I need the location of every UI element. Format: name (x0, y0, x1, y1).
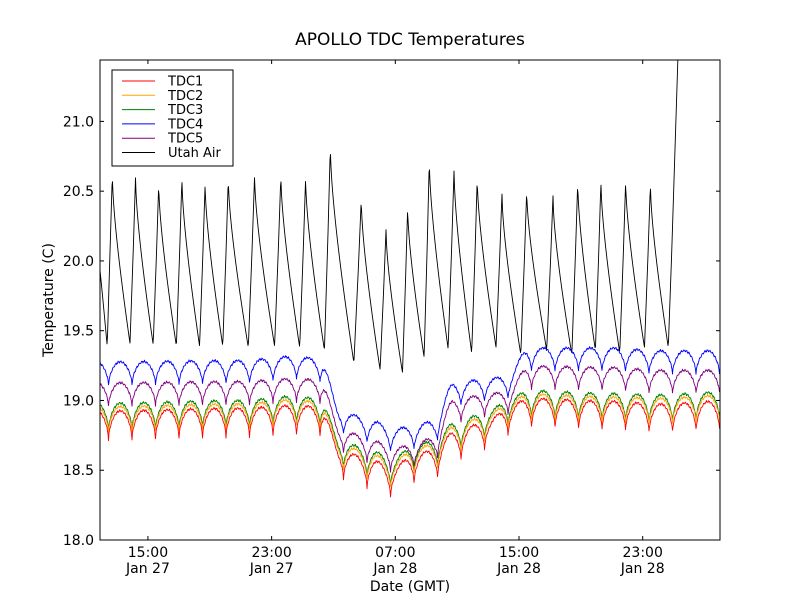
series-line-tdc3 (100, 389, 720, 487)
series-layer (100, 60, 720, 498)
x-tick-date-label: Jan 27 (125, 561, 170, 577)
x-tick-date-label: Jan 28 (620, 561, 665, 577)
x-tick-time-label: 15:00 (499, 545, 539, 561)
x-tick-time-label: 23:00 (623, 545, 663, 561)
legend-label: TDC1 (167, 75, 203, 90)
y-tick-label: 19.0 (63, 393, 94, 409)
x-tick-date-label: Jan 27 (249, 561, 294, 577)
y-axis: 18.0 18.5 19.0 19.5 20.0 20.5 21.0 (63, 114, 720, 549)
x-tick-date-label: Jan 28 (372, 561, 417, 577)
x-tick-time-label: 15:00 (128, 545, 168, 561)
y-tick-label: 20.5 (63, 184, 94, 200)
series-line-tdc5 (100, 364, 720, 473)
series-line-utah-air (100, 60, 679, 373)
y-tick-label: 18.5 (63, 463, 94, 479)
x-tick-date-label: Jan 28 (496, 561, 541, 577)
legend-label: TDC5 (167, 132, 203, 147)
x-tick-time-label: 23:00 (251, 545, 291, 561)
legend-label: Utah Air (168, 146, 221, 161)
series-line-tdc2 (100, 393, 720, 488)
x-axis-label: Date (GMT) (370, 579, 450, 595)
y-axis-label: Temperature (C) (41, 243, 57, 358)
y-tick-label: 19.5 (63, 324, 94, 340)
chart-title: APOLLO TDC Temperatures (295, 30, 525, 50)
legend-box (111, 69, 234, 167)
legend-label: TDC3 (167, 103, 203, 118)
legend-label: TDC2 (167, 89, 203, 104)
y-tick-label: 20.0 (63, 254, 94, 270)
series-line-tdc4 (100, 346, 720, 451)
x-tick-time-label: 07:00 (375, 545, 415, 561)
legend-label: TDC4 (167, 117, 203, 132)
series-line-tdc1 (100, 397, 720, 498)
y-tick-label: 18.0 (63, 533, 94, 549)
y-tick-label: 21.0 (63, 114, 94, 130)
axes-frame (99, 59, 721, 541)
